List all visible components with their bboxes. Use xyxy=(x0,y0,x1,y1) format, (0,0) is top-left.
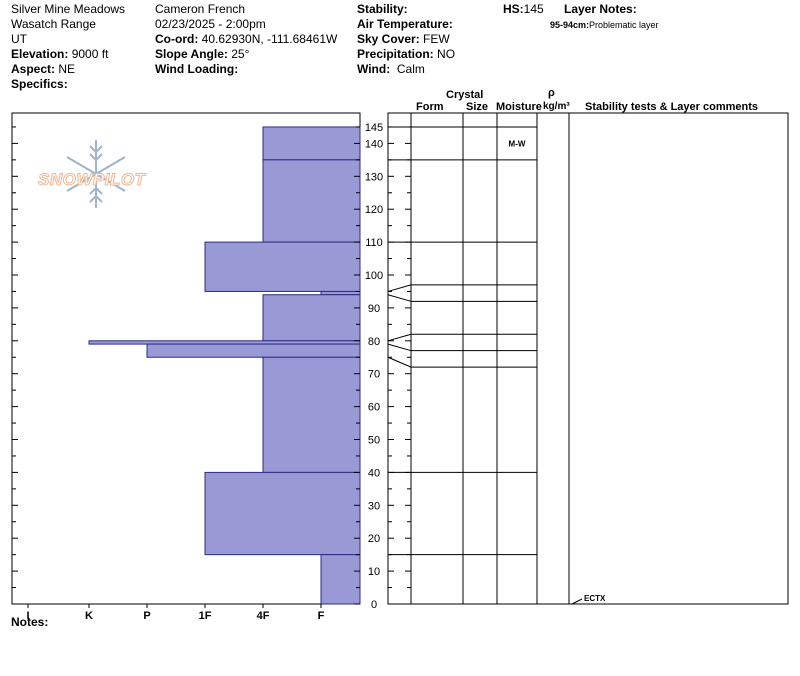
wind-label: Wind: xyxy=(357,62,391,76)
hardness-layer-bar xyxy=(262,159,361,243)
aspect-label: Aspect: xyxy=(11,62,56,76)
coord-label: Co-ord: xyxy=(155,32,199,46)
aspect: Aspect: NE xyxy=(11,62,125,77)
aspect-value: NE xyxy=(58,62,76,76)
stability-test-label: ECTX xyxy=(584,594,606,603)
specifics: Specifics: xyxy=(11,77,125,92)
depth-tick-label: 0 xyxy=(371,599,377,611)
test-pointer xyxy=(571,598,583,605)
hardness-layer-bar xyxy=(262,356,361,473)
wind-loading-label: Wind Loading: xyxy=(155,62,239,76)
crystal-header: Crystal xyxy=(446,89,484,101)
hardness-layer-bar xyxy=(204,241,361,292)
hardness-layer-bar xyxy=(262,294,361,342)
depth-tick-label: 90 xyxy=(368,303,380,315)
depth-tick-label: 50 xyxy=(368,435,380,447)
layer-connector-line xyxy=(387,333,412,342)
depth-tick-label: 100 xyxy=(365,270,383,282)
layer-table-frame xyxy=(387,112,789,605)
depth-tick-label: 40 xyxy=(368,467,380,479)
hardness-tick-label: F xyxy=(318,610,325,622)
wind: Wind: Calm xyxy=(357,62,455,77)
hardness-tick-label: I xyxy=(26,610,29,622)
elevation-label: Elevation: xyxy=(11,47,69,61)
density-unit-header: kg/m³ xyxy=(543,101,570,112)
notes-label: Notes: xyxy=(11,615,49,629)
stability: Stability: xyxy=(357,2,455,17)
layer-note: 95-94cm:Problematic layer xyxy=(550,18,659,33)
elevation: Elevation: 9000 ft xyxy=(11,47,125,62)
precip-label: Precipitation: xyxy=(357,47,434,61)
hardness-layer-bar xyxy=(146,343,361,358)
stability-label: Stability: xyxy=(357,2,408,16)
sky-cover: Sky Cover: FEW xyxy=(357,32,455,47)
hardness-tick-label: 1F xyxy=(199,610,212,622)
header-middle: Cameron French 02/23/2025 - 2:00pm Co-or… xyxy=(155,2,337,77)
depth-tick-label: 110 xyxy=(365,237,383,249)
layer-connector-line xyxy=(387,343,412,352)
specifics-label: Specifics: xyxy=(11,77,68,91)
air-temperature: Air Temperature: xyxy=(357,17,455,32)
stability-tests-header: Stability tests & Layer comments xyxy=(585,101,759,113)
range: Wasatch Range xyxy=(11,17,96,31)
hardness-tick-label: P xyxy=(143,610,150,622)
depth-tick-label: 30 xyxy=(368,500,380,512)
sky-value: FEW xyxy=(423,32,450,46)
snowflake-icon xyxy=(66,140,126,208)
depth-tick-label: 10 xyxy=(368,566,380,578)
snowpilot-logo: SNOWPILOT xyxy=(30,136,160,216)
logo-text: SNOWPILOT xyxy=(37,170,146,190)
state: UT xyxy=(11,32,27,46)
slope-label: Slope Angle: xyxy=(155,47,228,61)
precipitation: Precipitation: NO xyxy=(357,47,455,62)
layer-connector-line xyxy=(387,294,412,302)
air-temp-label: Air Temperature: xyxy=(357,17,453,31)
layer-connector-line xyxy=(387,284,412,292)
depth-tick-label: 145 xyxy=(365,122,383,134)
form-header: Form xyxy=(416,101,444,113)
layer-notes: Layer Notes: xyxy=(564,2,637,17)
moisture-label: M-W xyxy=(509,139,526,148)
hs-value: 145 xyxy=(523,2,544,16)
depth-tick-label: 70 xyxy=(368,369,380,381)
depth-tick-label: 130 xyxy=(365,171,383,183)
hardness-tick-label: K xyxy=(85,610,93,622)
hardness-tick-label: 4F xyxy=(257,610,270,622)
layer-note-text: Problematic layer xyxy=(589,20,659,30)
rho-header: ρ xyxy=(548,87,555,99)
depth-tick-label: 80 xyxy=(368,336,380,348)
slope-angle: Slope Angle: 25° xyxy=(155,47,337,62)
elevation-value: 9000 ft xyxy=(71,47,109,61)
hardness-layer-bar xyxy=(262,126,361,161)
hs-label: HS: xyxy=(503,2,524,16)
observer: Cameron French xyxy=(155,2,246,16)
layer-note-range: 95-94cm: xyxy=(550,20,590,30)
hardness-layer-bar xyxy=(320,554,361,605)
wind-value: Calm xyxy=(396,62,425,76)
coord-value: 40.62930N, -111.68461W xyxy=(201,32,338,46)
header-right: Stability: Air Temperature: Sky Cover: F… xyxy=(357,2,455,77)
wind-loading: Wind Loading: xyxy=(155,62,337,77)
hs: HS:145 xyxy=(503,2,544,17)
sky-label: Sky Cover: xyxy=(357,32,420,46)
slope-value: 25° xyxy=(231,47,250,61)
depth-tick-label: 60 xyxy=(368,402,380,414)
coordinates: Co-ord: 40.62930N, -111.68461W xyxy=(155,32,337,47)
depth-tick-label: 140 xyxy=(365,138,383,150)
notes: Notes: xyxy=(11,615,48,630)
location: Silver Mine Meadows xyxy=(11,2,126,16)
hardness-layer-bar xyxy=(204,471,361,556)
layer-notes-label: Layer Notes: xyxy=(564,2,637,16)
datetime: 02/23/2025 - 2:00pm xyxy=(155,17,266,31)
depth-tick-label: 20 xyxy=(368,533,380,545)
size-header: Size xyxy=(466,101,489,113)
moisture-header: Moisture xyxy=(496,101,542,113)
depth-tick-label: 120 xyxy=(365,204,383,216)
layer-connector-line xyxy=(387,356,412,368)
header-left: Silver Mine Meadows Wasatch Range UT Ele… xyxy=(11,2,125,92)
precip-value: NO xyxy=(437,47,456,61)
